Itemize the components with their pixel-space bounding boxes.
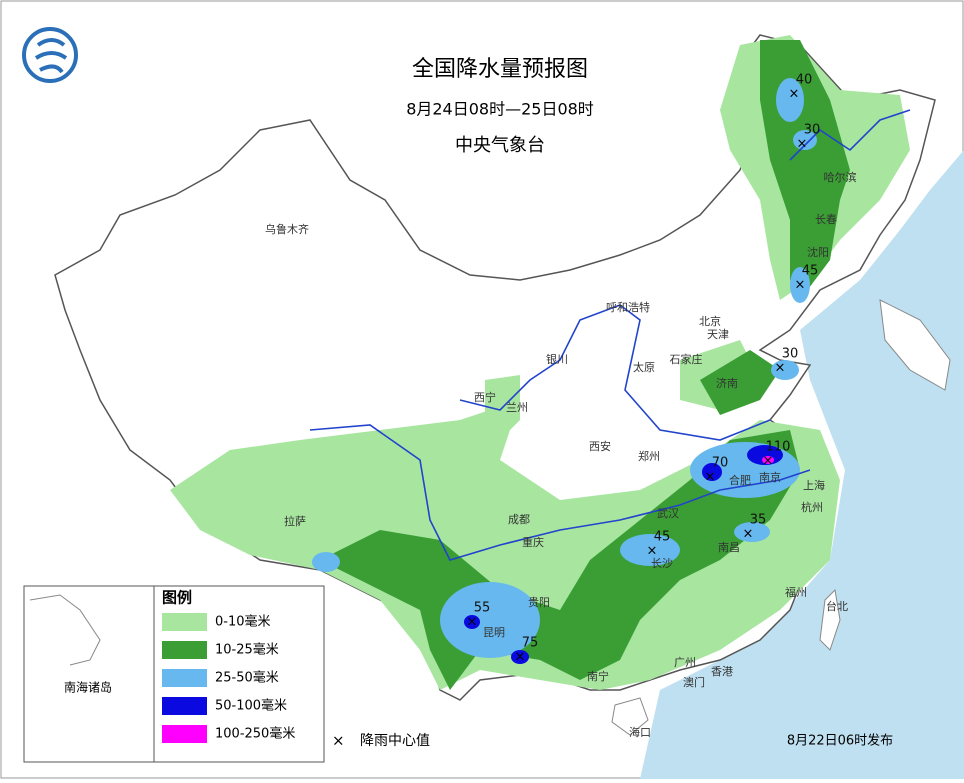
title: 全国降水量预报图 (412, 57, 588, 82)
center-value: 55 (474, 601, 491, 616)
zone-heavy (734, 522, 770, 542)
inset-coast (29, 594, 101, 666)
zone-heavy (620, 534, 680, 566)
legend-swatch (162, 613, 207, 631)
center-value: 110 (766, 440, 791, 455)
center-value: 75 (522, 636, 539, 651)
center-value: 30 (782, 347, 799, 362)
city-label: 台北 (826, 599, 848, 613)
zone-rainstorm (511, 650, 529, 664)
city-label: 银川 (546, 352, 568, 366)
city-label: 南昌 (718, 541, 740, 554)
city-label: 兰州 (506, 401, 528, 414)
city-label: 上海 (803, 478, 825, 492)
legend-label: 10-25毫米 (215, 642, 279, 658)
center-marker: × (705, 470, 716, 485)
city-label: 重庆 (522, 535, 544, 549)
zone-rainstorm (702, 463, 722, 481)
zone-severe (762, 456, 774, 464)
city-label: 香港 (711, 665, 733, 678)
zone-heavy (776, 78, 804, 122)
logo (22, 27, 78, 83)
legend-swatch (162, 669, 207, 687)
city-label: 长沙 (651, 557, 673, 570)
city-label: 杭州 (801, 500, 823, 514)
center-value: 30 (804, 123, 821, 138)
city-label: 贵阳 (528, 596, 550, 609)
zone-heavy (793, 130, 817, 150)
center-marker: × (515, 650, 526, 665)
zone-mid-shandong (700, 350, 780, 415)
korea (879, 299, 951, 391)
center-marker: × (763, 454, 774, 469)
legend-title: 图例 (162, 589, 192, 607)
center-marker: × (797, 137, 808, 152)
issuer: 中央气象台 (455, 135, 545, 156)
city-label: 合肥 (729, 473, 751, 487)
legend-label: 50-100毫米 (215, 698, 287, 714)
city-label: 海口 (629, 725, 651, 739)
center-value: 45 (802, 264, 819, 279)
city-label: 郑州 (638, 449, 660, 463)
issue-time: 8月22日06时发布 (787, 733, 893, 749)
city-label: 西宁 (474, 390, 496, 404)
city-label: 成都 (508, 513, 530, 526)
legend-label: 0-10毫米 (215, 614, 271, 630)
city-label: 广州 (674, 656, 696, 669)
city-label: 南宁 (587, 669, 609, 683)
inset-box (23, 585, 155, 763)
city-label: 沈阳 (807, 245, 829, 259)
city-label: 昆明 (483, 626, 505, 639)
city-label: 济南 (716, 376, 738, 390)
zone-light-gansu (485, 375, 520, 445)
center-marker: × (743, 527, 754, 542)
zone-heavy (312, 552, 340, 572)
legend-swatch (162, 697, 207, 715)
yangtze (309, 424, 811, 561)
rivers (309, 109, 911, 561)
city-label: 西安 (589, 439, 611, 453)
city-label: 哈尔滨 (824, 170, 857, 184)
center-marker: × (467, 615, 478, 630)
hainan (611, 697, 649, 736)
center-value: 40 (796, 73, 813, 88)
center-value: 35 (750, 513, 767, 528)
city-label: 太原 (633, 361, 655, 374)
songhua (789, 109, 911, 161)
city-label: 石家庄 (670, 352, 703, 366)
city-label: 武汉 (657, 507, 679, 520)
legend-label: 100-250毫米 (215, 726, 295, 742)
zone-mid-south (320, 430, 800, 690)
city-label: 长春 (815, 213, 837, 226)
zone-heavy (440, 582, 540, 658)
center-marker: × (789, 87, 800, 102)
zone-heavy (790, 267, 810, 303)
center-label: 降雨中心值 (360, 733, 430, 749)
zone-rainstorm (464, 615, 480, 629)
legend-swatch (162, 641, 207, 659)
legend-label: 25-50毫米 (215, 670, 279, 686)
zone-light-south (170, 400, 840, 690)
center-marker: × (647, 544, 658, 559)
center-value: 45 (654, 530, 671, 545)
city-label: 呼和浩特 (606, 300, 650, 314)
center-marker: × (795, 278, 806, 293)
city-label: 天津 (707, 328, 729, 341)
city-label: 乌鲁木齐 (265, 222, 309, 236)
inset-label: 南海诸岛 (64, 680, 112, 695)
city-label: 北京 (699, 314, 721, 328)
city-label: 南京 (759, 470, 781, 484)
yellow-river (459, 304, 771, 441)
center-marker-symbol: × (332, 732, 345, 750)
legend-swatch (162, 725, 207, 743)
city-label: 澳门 (683, 675, 705, 689)
center-marker: × (775, 361, 786, 376)
subtitle: 8月24日08时—25日08时 (406, 100, 594, 119)
zone-heavy (771, 360, 799, 380)
center-value: 70 (712, 456, 729, 471)
taiwan (819, 588, 841, 651)
city-label: 福州 (785, 585, 807, 599)
city-label: 拉萨 (284, 514, 306, 528)
